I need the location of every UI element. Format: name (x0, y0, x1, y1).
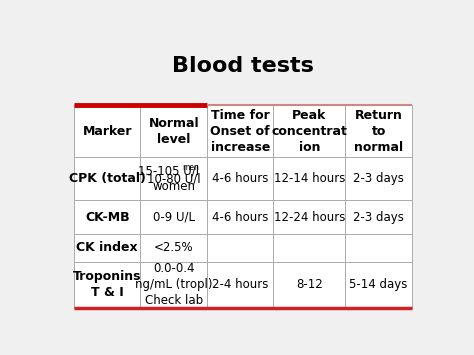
Text: 5-14 days: 5-14 days (349, 278, 408, 291)
Text: 8-12: 8-12 (296, 278, 323, 291)
Text: CPK (total): CPK (total) (69, 172, 146, 185)
Text: 15-105 U/l: 15-105 U/l (138, 164, 202, 178)
Text: 12-14 hours: 12-14 hours (274, 172, 345, 185)
Text: Return
to
normal: Return to normal (354, 109, 403, 154)
Text: CK index: CK index (76, 241, 138, 254)
Text: Time for
Onset of
increase: Time for Onset of increase (210, 109, 270, 154)
Text: 0-9 U/L: 0-9 U/L (153, 211, 195, 224)
Text: Troponins
T & I: Troponins T & I (73, 270, 141, 299)
Text: CK-MB: CK-MB (85, 211, 129, 224)
Text: Blood tests: Blood tests (172, 56, 314, 76)
Text: 2-4 hours: 2-4 hours (212, 278, 268, 291)
Text: women: women (152, 180, 195, 193)
Text: men: men (182, 163, 200, 171)
Text: <2.5%: <2.5% (154, 241, 193, 254)
Text: Peak
concentrat
ion: Peak concentrat ion (272, 109, 347, 154)
Text: 4-6 hours: 4-6 hours (212, 211, 268, 224)
Text: 2-3 days: 2-3 days (353, 211, 404, 224)
Text: 4-6 hours: 4-6 hours (212, 172, 268, 185)
Text: 10-80 U/l: 10-80 U/l (147, 172, 201, 185)
Text: Normal
level: Normal level (148, 117, 199, 146)
Text: 2-3 days: 2-3 days (353, 172, 404, 185)
Text: 12-24 hours: 12-24 hours (274, 211, 345, 224)
Text: 0.0-0.4
ng/mL (tropl)
Check lab: 0.0-0.4 ng/mL (tropl) Check lab (135, 262, 212, 307)
Text: Marker: Marker (82, 125, 132, 138)
